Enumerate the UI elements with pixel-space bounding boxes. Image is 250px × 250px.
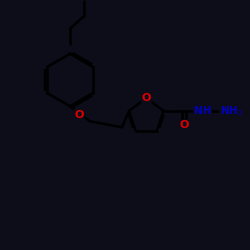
Text: O: O	[179, 120, 188, 130]
Text: O: O	[74, 110, 84, 120]
Text: O: O	[142, 93, 151, 103]
Text: NH: NH	[194, 106, 211, 116]
Text: NH$_2$: NH$_2$	[220, 104, 243, 118]
